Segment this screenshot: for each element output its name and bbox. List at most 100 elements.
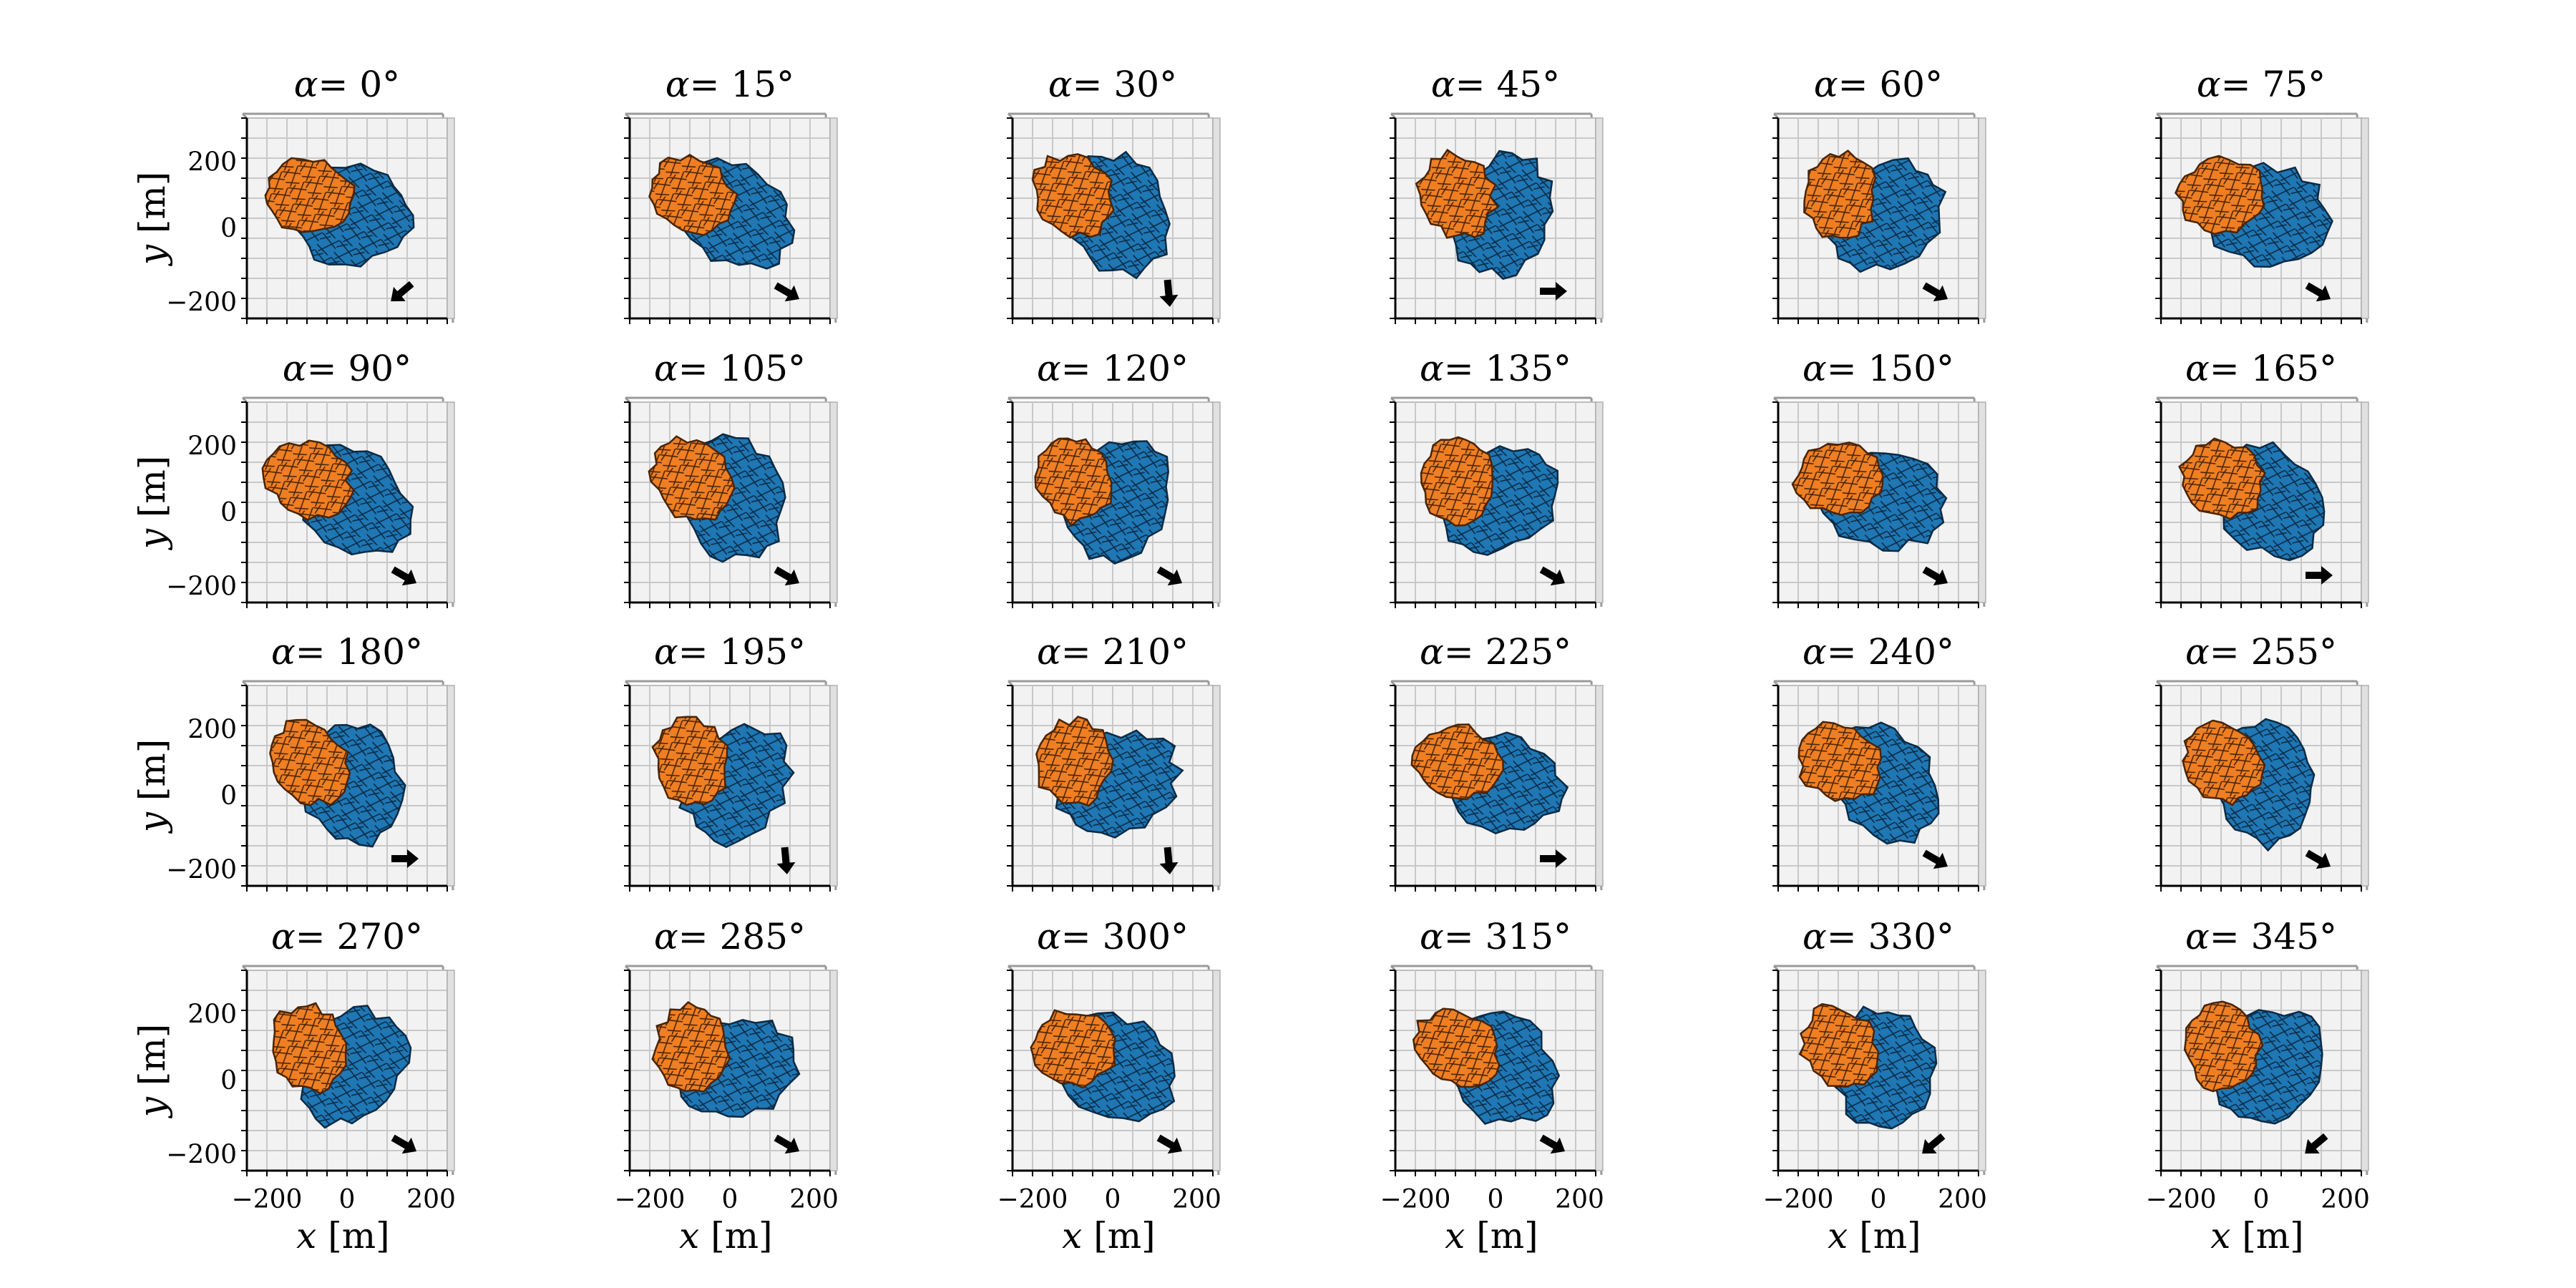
pane-side — [1978, 117, 1986, 319]
sun-direction-arrow-icon — [1539, 566, 1566, 586]
asteroid-orange-lobe — [651, 716, 728, 806]
panel-alpha-240: α= 240° — [1772, 631, 1986, 892]
asteroid-orange-lobe — [1412, 1008, 1501, 1088]
x-tick-label: 0 — [1488, 1185, 1504, 1214]
panel-title: α= 15° — [665, 64, 794, 105]
panel-alpha-90: α= 90° 200 0 −200 y [m] — [132, 348, 455, 608]
title-symbol: α= — [2185, 348, 2240, 389]
asteroid-orange-lobe — [264, 157, 356, 233]
pane-side — [829, 117, 838, 319]
title-angle: 330° — [1857, 916, 1954, 957]
panel-title: α= 240° — [1802, 631, 1954, 673]
title-symbol: α= — [1420, 631, 1474, 673]
y-tick-label: 200 — [187, 716, 237, 745]
pane-side — [447, 401, 455, 603]
panel-title: α= 285° — [654, 916, 806, 957]
title-symbol: α= — [1037, 916, 1091, 957]
x-axis-label: x [m] — [1062, 1215, 1156, 1257]
title-symbol: α= — [1802, 916, 1857, 957]
asteroid-orange-lobe — [272, 1002, 348, 1095]
panel-alpha-180: α= 180° 200 0 −200 y [m] — [132, 631, 455, 892]
sun-direction-arrow-icon — [2305, 849, 2331, 869]
panel-title: α= 45° — [1431, 64, 1560, 105]
title-angle: 225° — [1474, 631, 1571, 673]
y-tick-label: −200 — [166, 288, 237, 318]
sun-direction-arrow-icon — [1540, 282, 1567, 301]
x-tick-label: 200 — [406, 1185, 456, 1214]
title-symbol: α= — [2185, 916, 2240, 957]
sun-direction-arrow-icon — [1156, 1134, 1183, 1154]
title-symbol: α= — [271, 916, 326, 957]
title-angle: 315° — [1474, 916, 1571, 957]
panel-alpha-150: α= 150° — [1772, 348, 1986, 608]
panel-alpha-225: α= 225° — [1390, 631, 1604, 892]
sun-direction-arrow-icon — [1922, 282, 1948, 302]
sun-direction-arrow-icon — [1156, 566, 1183, 586]
y-tick-label: 0 — [220, 214, 237, 243]
title-angle: 255° — [2240, 631, 2337, 673]
panel-title: α= 30° — [1048, 64, 1177, 105]
x-tick-label: −200 — [1380, 1185, 1451, 1214]
pane-side — [2361, 970, 2369, 1171]
asteroid-orange-lobe — [2182, 719, 2266, 806]
pane-side — [1595, 685, 1604, 887]
title-angle: 15° — [720, 64, 795, 105]
panel-alpha-285: α= 285° — [624, 916, 838, 1176]
title-symbol: α= — [654, 631, 708, 673]
title-angle: 45° — [1485, 64, 1561, 105]
y-tick-label: 200 — [187, 432, 237, 462]
y-axis-label: y [m] — [132, 172, 173, 267]
pane-side — [1212, 970, 1221, 1171]
sun-direction-arrow-icon — [391, 1134, 417, 1154]
title-angle: 270° — [326, 916, 423, 957]
panel-title: α= 60° — [1814, 64, 1943, 105]
pane-side — [447, 970, 455, 1171]
x-tick-label: 200 — [789, 1185, 839, 1214]
panel-alpha-105: α= 105° — [624, 348, 838, 608]
panel-alpha-345: α= 345° — [2155, 916, 2369, 1176]
title-symbol: α= — [654, 916, 708, 957]
panel-alpha-60: α= 60° — [1772, 64, 1986, 324]
panel-title: α= 105° — [654, 348, 806, 389]
title-angle: 165° — [2240, 348, 2337, 389]
x-tick-label: 200 — [1172, 1185, 1221, 1214]
asteroid-orange-lobe — [1797, 721, 1883, 802]
pane-side — [1978, 401, 1986, 603]
x-tick-label: 0 — [1105, 1185, 1121, 1214]
y-axis-label: y [m] — [132, 739, 173, 834]
title-symbol: α= — [1037, 348, 1091, 389]
asteroid-orange-lobe — [1415, 148, 1500, 239]
title-symbol: α= — [1802, 348, 1857, 389]
sun-direction-arrow-icon — [776, 847, 796, 874]
asteroid-orange-lobe — [1034, 437, 1113, 527]
title-symbol: α= — [283, 348, 337, 389]
title-symbol: α= — [2197, 64, 2251, 105]
sun-direction-arrow-icon — [1159, 847, 1179, 874]
title-angle: 150° — [1857, 348, 1954, 389]
panel-alpha-75: α= 75° — [2155, 64, 2369, 324]
pane-side — [1212, 117, 1221, 319]
panel-title: α= 330° — [1802, 916, 1954, 957]
y-tick-label: −200 — [166, 1141, 237, 1170]
y-axis-label: y [m] — [132, 456, 173, 551]
asteroid-orange-lobe — [2174, 155, 2265, 235]
x-tick-label: 200 — [2321, 1185, 2370, 1214]
sun-direction-arrow-icon — [1922, 1133, 1946, 1154]
panel-alpha-45: α= 45° — [1390, 64, 1604, 324]
title-symbol: α= — [294, 64, 348, 105]
pane-side — [1978, 970, 1986, 1171]
panel-alpha-210: α= 210° — [1007, 631, 1221, 892]
asteroid-orange-lobe — [651, 1001, 731, 1093]
title-angle: 135° — [1474, 348, 1571, 389]
sun-direction-arrow-icon — [391, 566, 417, 586]
pane-side — [447, 685, 455, 887]
title-angle: 30° — [1103, 64, 1178, 105]
panel-alpha-255: α= 255° — [2155, 631, 2369, 892]
panel-title: α= 300° — [1037, 916, 1189, 957]
y-axis-label: y [m] — [132, 1024, 173, 1119]
panel-title: α= 135° — [1420, 348, 1571, 389]
panel-alpha-315: α= 315° — [1390, 916, 1604, 1176]
